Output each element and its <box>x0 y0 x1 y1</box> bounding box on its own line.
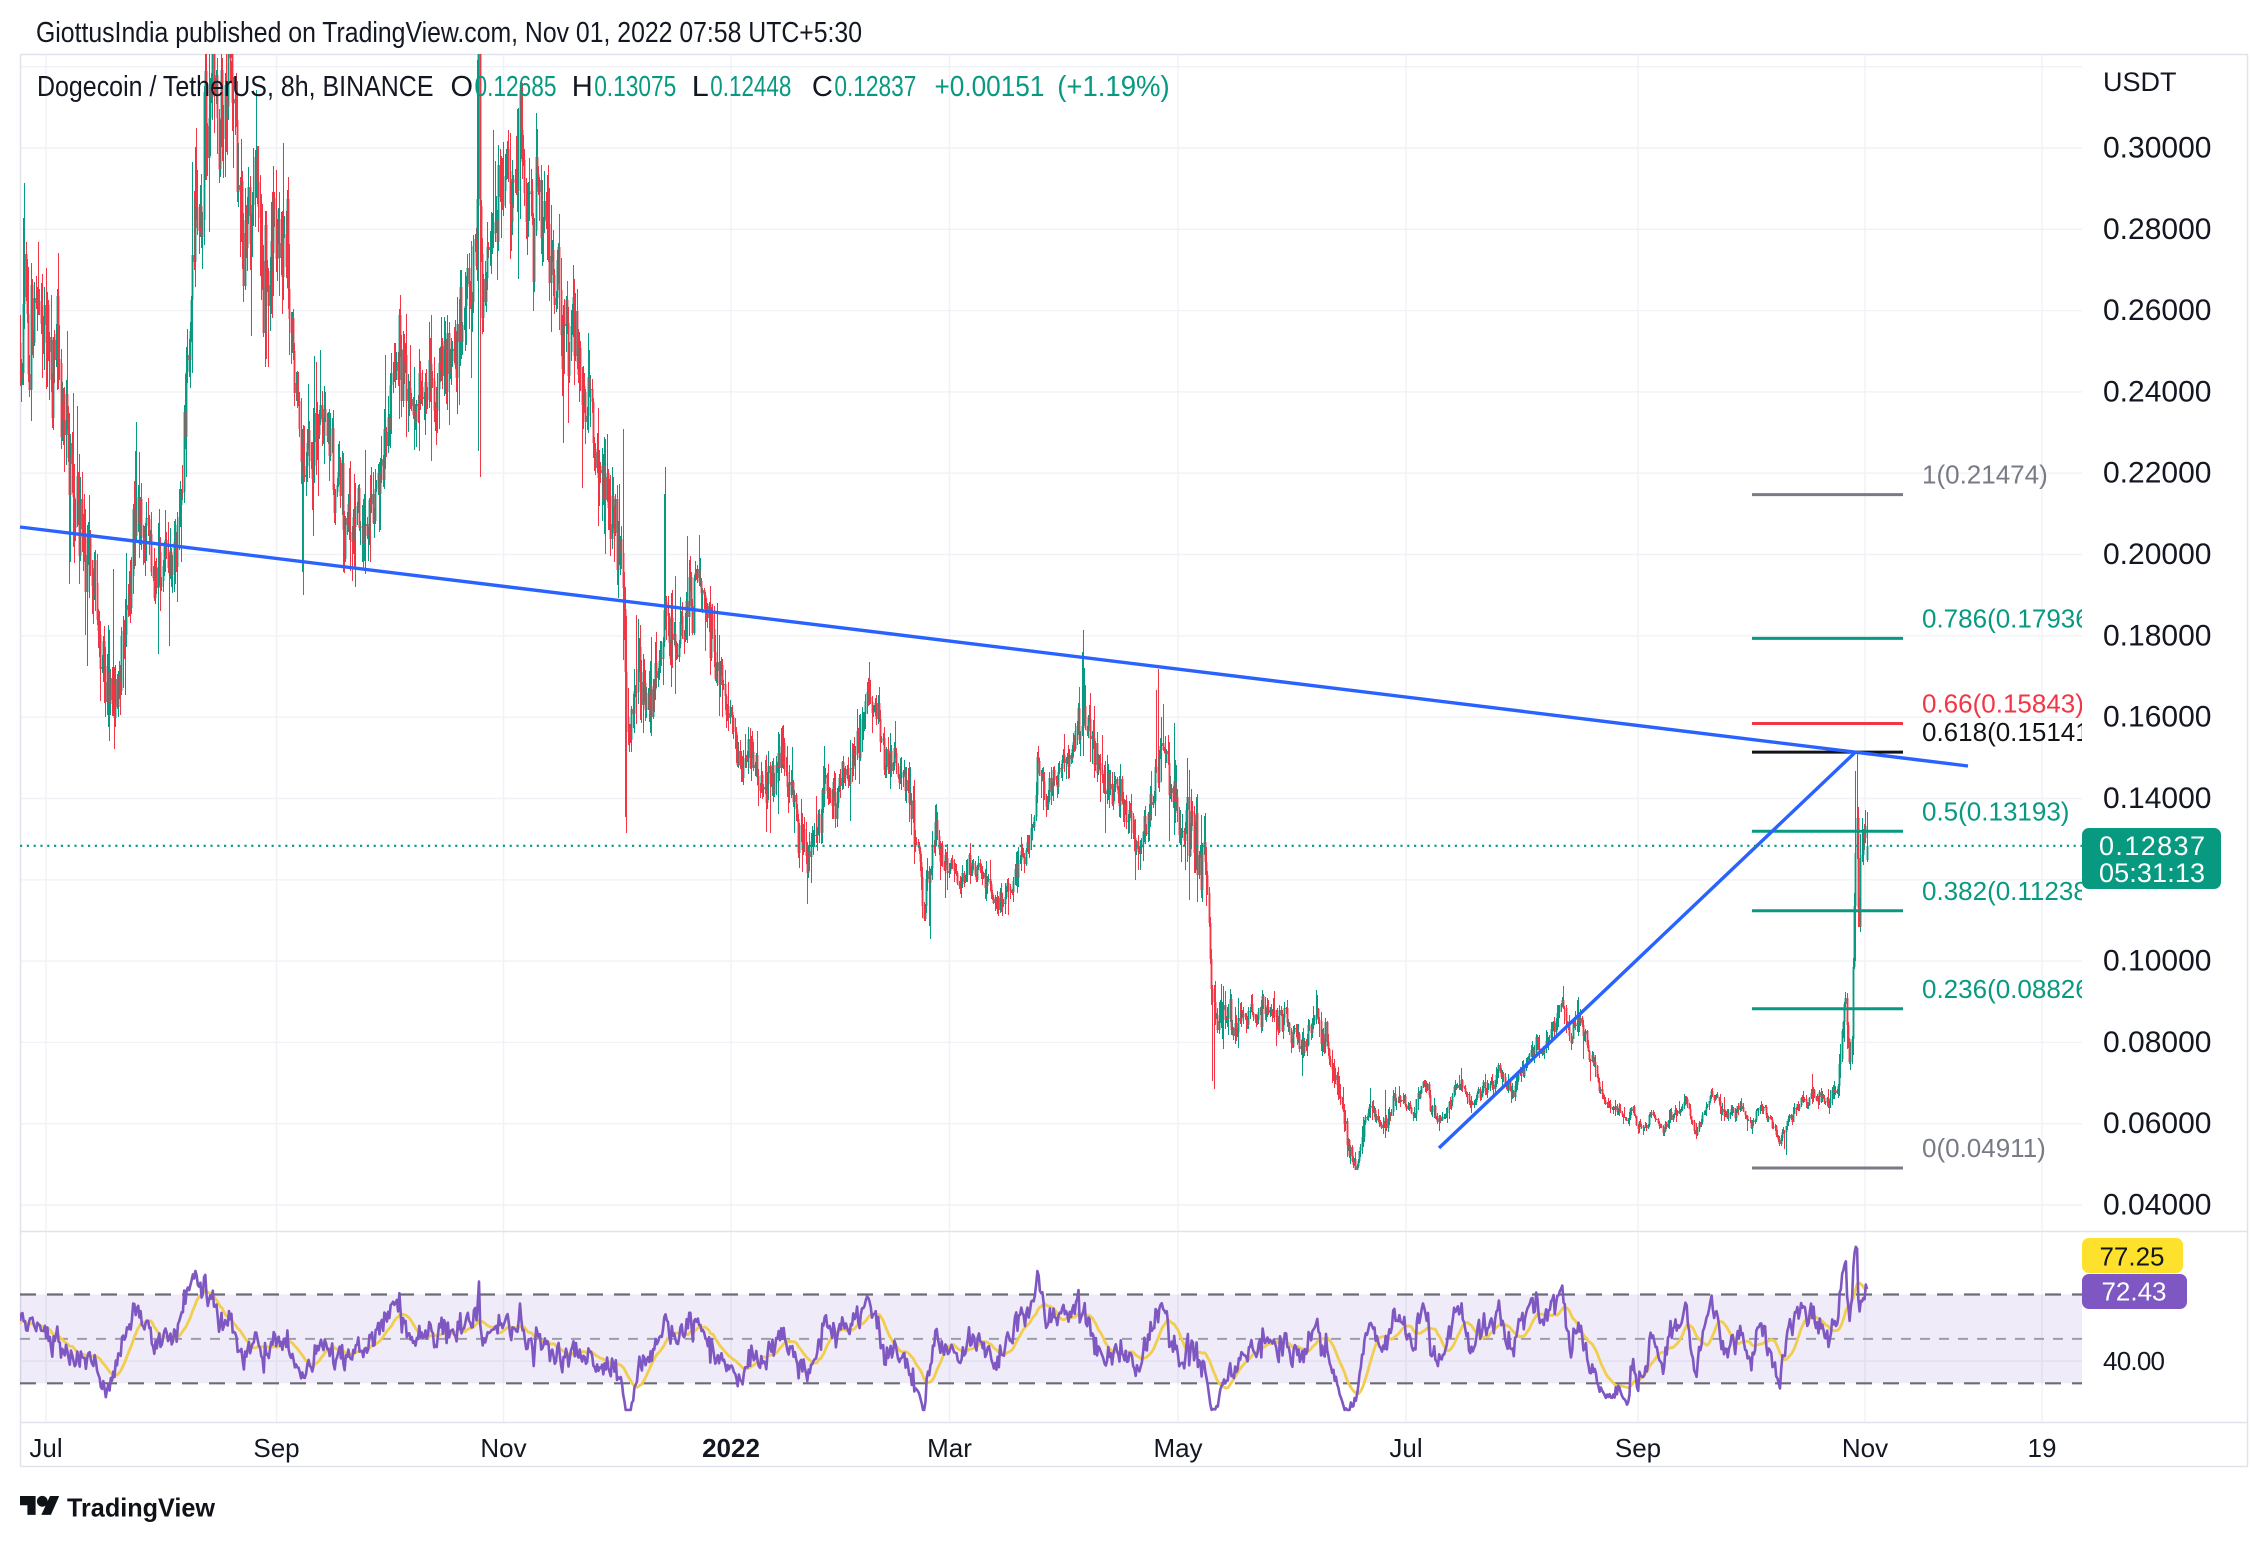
svg-text:19: 19 <box>2028 1433 2057 1463</box>
svg-text:0.30000: 0.30000 <box>2103 132 2211 165</box>
svg-text:0.236(0.08826): 0.236(0.08826) <box>1922 974 2098 1004</box>
svg-text:0.16000: 0.16000 <box>2103 701 2211 734</box>
svg-text:77.25: 77.25 <box>2099 1242 2164 1272</box>
svg-text:H: H <box>572 71 593 103</box>
svg-text:0.04000: 0.04000 <box>2103 1189 2211 1222</box>
svg-text:L: L <box>692 71 709 103</box>
svg-text:0.618(0.15141): 0.618(0.15141) <box>1922 717 2098 747</box>
svg-text:Nov: Nov <box>480 1433 526 1463</box>
svg-text:0.12837: 0.12837 <box>2099 831 2205 861</box>
svg-text:0.12837: 0.12837 <box>834 71 916 103</box>
svg-text:Jul: Jul <box>1389 1433 1422 1463</box>
svg-text:0.06000: 0.06000 <box>2103 1107 2211 1140</box>
svg-text:2022: 2022 <box>702 1433 760 1463</box>
svg-text:0.10000: 0.10000 <box>2103 945 2211 978</box>
svg-text:GiottusIndia published on Trad: GiottusIndia published on TradingView.co… <box>36 17 862 49</box>
svg-text:0.786(0.17936): 0.786(0.17936) <box>1922 603 2098 633</box>
svg-text:0.12685: 0.12685 <box>475 71 557 103</box>
svg-text:0.382(0.11238): 0.382(0.11238) <box>1922 876 2096 906</box>
svg-text:72.43: 72.43 <box>2101 1277 2166 1307</box>
svg-text:0.26000: 0.26000 <box>2103 294 2211 327</box>
svg-text:Nov: Nov <box>1842 1433 1888 1463</box>
svg-text:0.22000: 0.22000 <box>2103 457 2211 490</box>
svg-text:Dogecoin / TetherUS, 8h, BINAN: Dogecoin / TetherUS, 8h, BINANCE <box>37 71 434 103</box>
svg-text:0(0.04911): 0(0.04911) <box>1922 1133 2046 1163</box>
svg-text:O: O <box>451 71 474 103</box>
svg-text:0.24000: 0.24000 <box>2103 375 2211 408</box>
svg-text:0.66(0.15843): 0.66(0.15843) <box>1922 689 2084 719</box>
svg-text:0.08000: 0.08000 <box>2103 1026 2211 1059</box>
svg-text:40.00: 40.00 <box>2103 1346 2165 1376</box>
svg-text:(+1.19%): (+1.19%) <box>1057 71 1170 103</box>
svg-text:0.18000: 0.18000 <box>2103 619 2211 652</box>
svg-text:Jul: Jul <box>29 1433 62 1463</box>
svg-text:05:31:13: 05:31:13 <box>2099 858 2205 888</box>
svg-text:0.14000: 0.14000 <box>2103 782 2211 815</box>
svg-text:0.5(0.13193): 0.5(0.13193) <box>1922 796 2069 826</box>
svg-text:Sep: Sep <box>253 1433 299 1463</box>
svg-text:Mar: Mar <box>927 1433 972 1463</box>
svg-text:+0.00151: +0.00151 <box>935 71 1045 103</box>
svg-text:0.20000: 0.20000 <box>2103 538 2211 571</box>
svg-text:0.13075: 0.13075 <box>594 71 676 103</box>
svg-text:May: May <box>1153 1433 1202 1463</box>
svg-text:USDT: USDT <box>2103 67 2177 97</box>
svg-text:1(0.21474): 1(0.21474) <box>1922 460 2048 490</box>
svg-text:0.28000: 0.28000 <box>2103 213 2211 246</box>
svg-text:Sep: Sep <box>1615 1433 1661 1463</box>
svg-text:C: C <box>812 71 833 103</box>
svg-text:0.12448: 0.12448 <box>710 71 791 103</box>
svg-text:TradingView: TradingView <box>67 1493 216 1523</box>
